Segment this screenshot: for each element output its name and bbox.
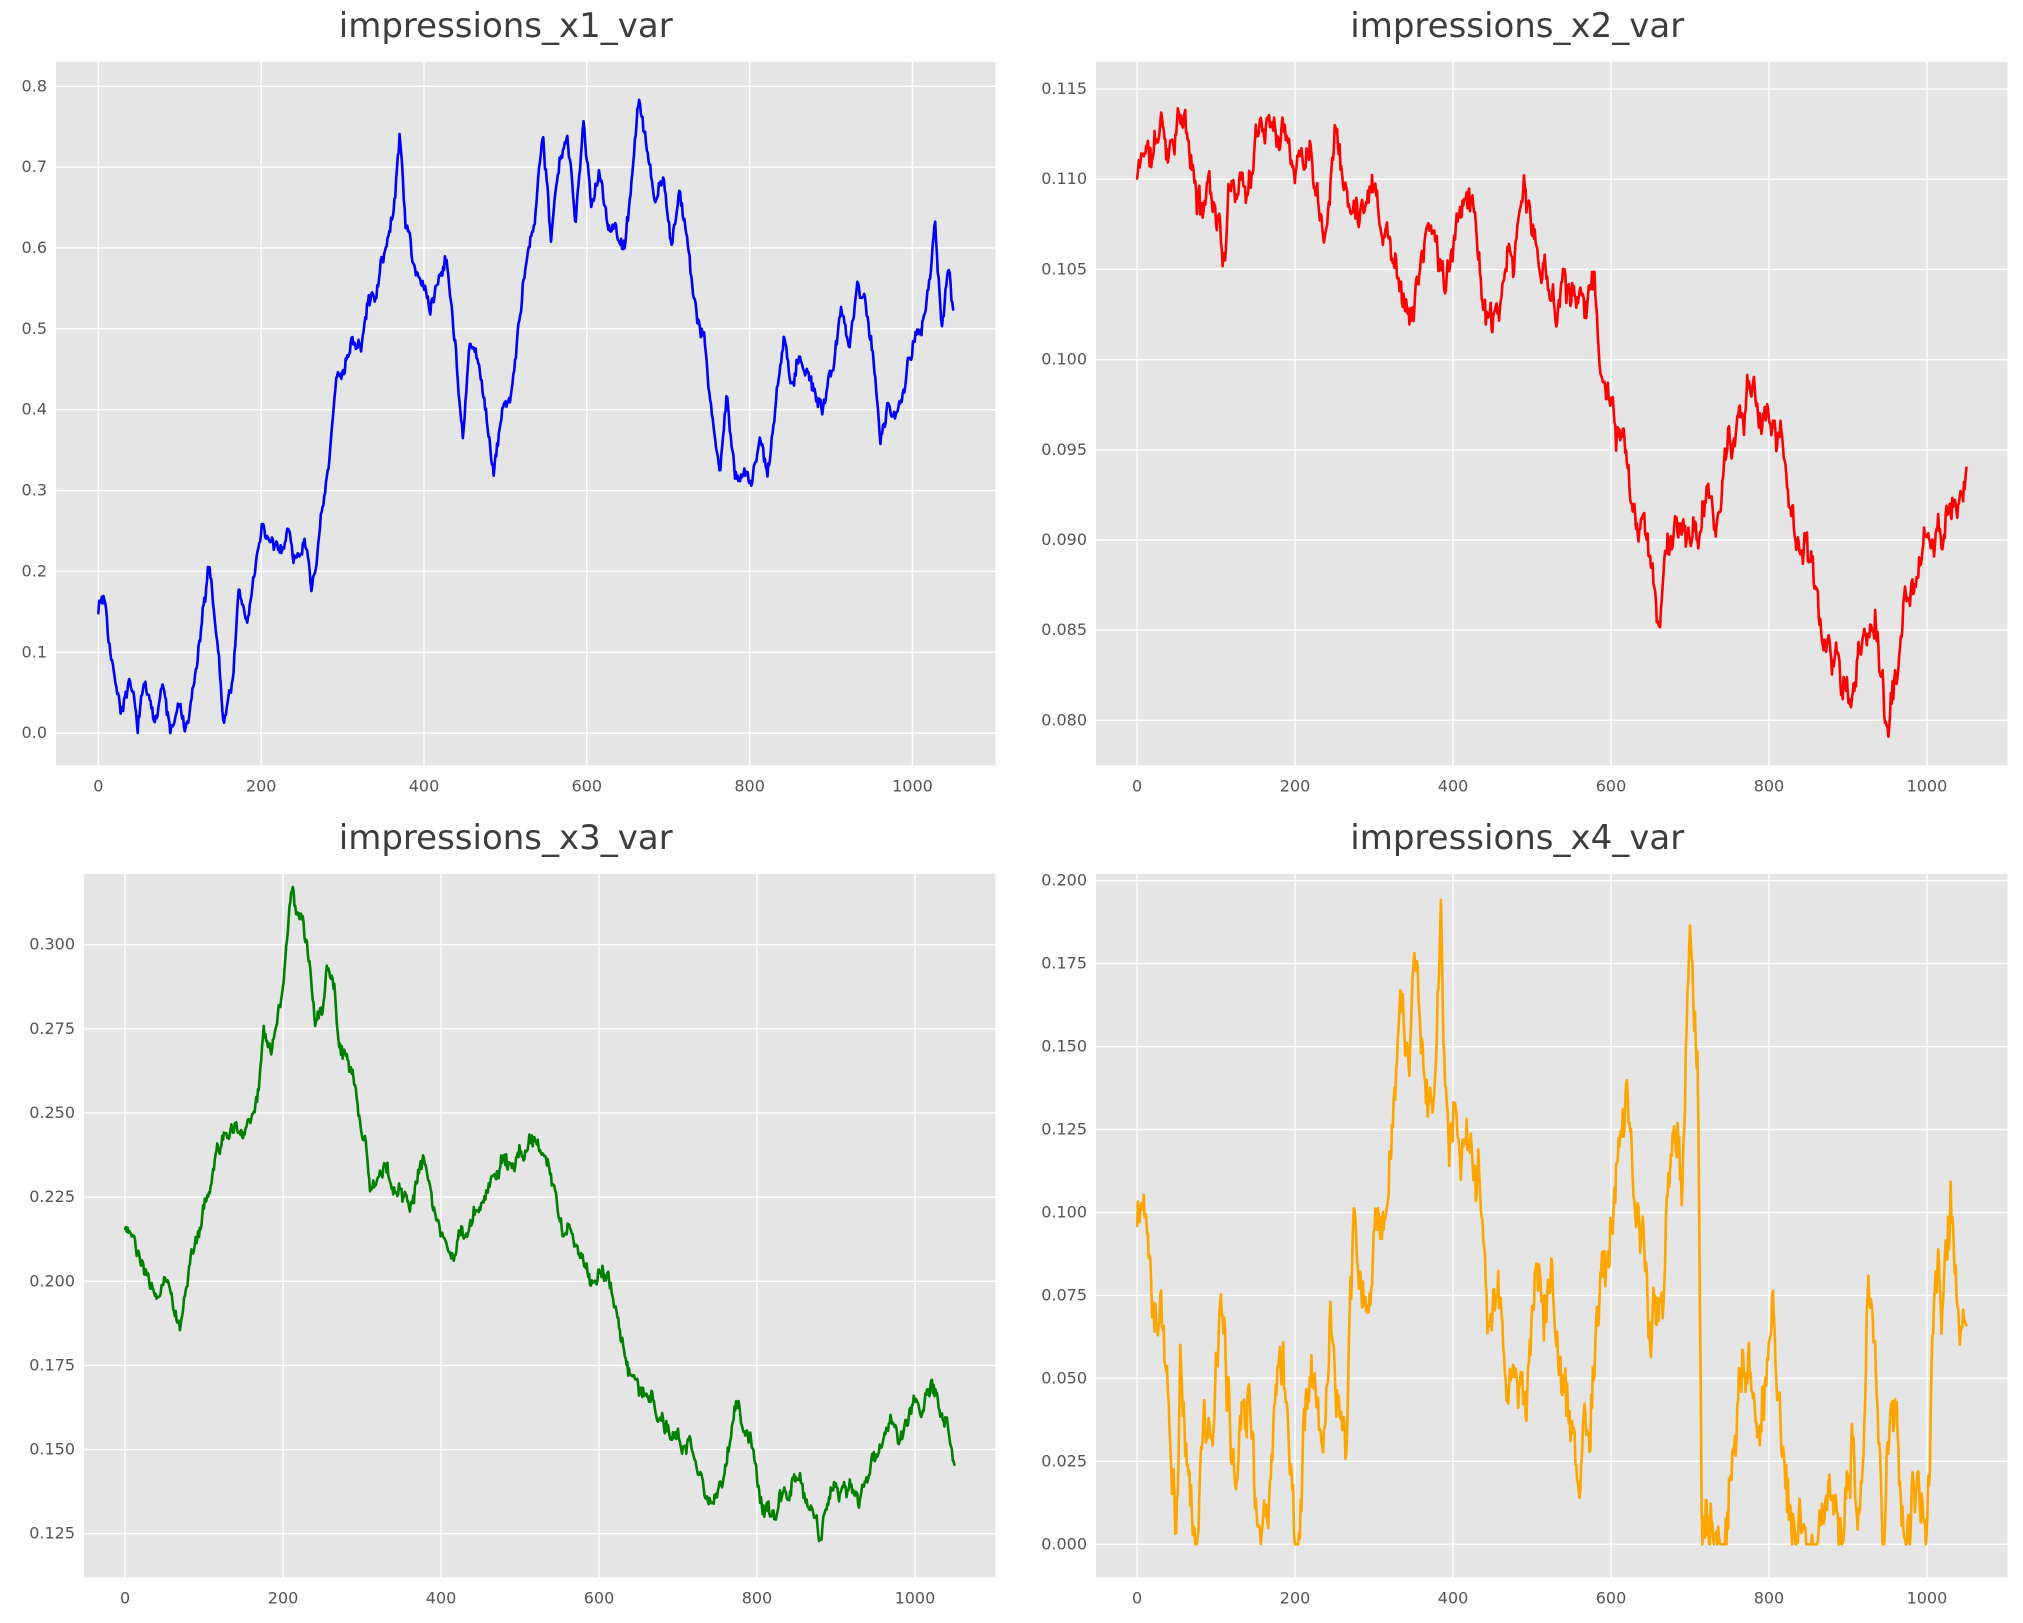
- svg-text:1000: 1000: [892, 776, 933, 795]
- subplot-impressions-x1: impressions_x1_var 0.0 0.1 0.2 0.3 0.4 0.5 0.6…: [0, 0, 1012, 812]
- svg-text:0.105: 0.105: [1041, 259, 1087, 278]
- svg-text:0.3: 0.3: [22, 481, 47, 500]
- svg-text:0.275: 0.275: [29, 1018, 75, 1037]
- svg-text:200: 200: [268, 1588, 299, 1607]
- svg-text:0.2: 0.2: [22, 561, 47, 580]
- svg-text:0.150: 0.150: [29, 1439, 75, 1458]
- svg-text:600: 600: [1595, 776, 1626, 795]
- chart-canvas-x3: 0.125 0.150 0.175 0.200 0.225 0.250 0.275 0.300…: [29, 873, 996, 1607]
- svg-text:400: 400: [409, 776, 440, 795]
- svg-text:800: 800: [734, 776, 765, 795]
- svg-text:800: 800: [1753, 1588, 1784, 1607]
- svg-text:1000: 1000: [1906, 776, 1947, 795]
- subplot-title-x4: impressions_x4_var: [1350, 817, 1685, 858]
- svg-text:1000: 1000: [895, 1588, 936, 1607]
- svg-text:0.5: 0.5: [22, 319, 47, 338]
- svg-text:0.095: 0.095: [1041, 440, 1087, 459]
- svg-text:200: 200: [1279, 776, 1310, 795]
- svg-text:400: 400: [426, 1588, 457, 1607]
- svg-text:0.6: 0.6: [22, 238, 47, 257]
- svg-text:200: 200: [246, 776, 277, 795]
- svg-text:0.090: 0.090: [1041, 530, 1087, 549]
- svg-text:0.100: 0.100: [1041, 350, 1087, 369]
- svg-text:0: 0: [93, 776, 103, 795]
- chart-canvas-x1: 0.0 0.1 0.2 0.3 0.4 0.5 0.6 0.7 0.8 0 200 400 600 800…: [22, 62, 996, 795]
- svg-text:0.115: 0.115: [1041, 79, 1087, 98]
- svg-text:800: 800: [742, 1588, 773, 1607]
- svg-text:0.175: 0.175: [29, 1355, 75, 1374]
- svg-text:600: 600: [572, 776, 603, 795]
- svg-text:0.1: 0.1: [22, 642, 47, 661]
- svg-text:0.225: 0.225: [29, 1187, 75, 1206]
- subplot-impressions-x2: impressions_x2_var 0.080 0.085 0.090 0.095 0…: [1012, 0, 2023, 812]
- svg-text:0.8: 0.8: [22, 76, 47, 95]
- svg-text:0.200: 0.200: [1041, 870, 1087, 889]
- svg-text:400: 400: [1437, 1588, 1468, 1607]
- svg-text:0.200: 0.200: [29, 1271, 75, 1290]
- svg-text:0.7: 0.7: [22, 157, 47, 176]
- svg-text:0.125: 0.125: [29, 1523, 75, 1542]
- chart-canvas-x4: 0.000 0.025 0.050 0.075 0.100 0.125 0.150 0.175…: [1041, 870, 2007, 1607]
- svg-text:0.125: 0.125: [1041, 1119, 1087, 1138]
- svg-text:0.025: 0.025: [1041, 1451, 1087, 1470]
- svg-text:0.0: 0.0: [22, 723, 47, 742]
- svg-text:0.110: 0.110: [1041, 169, 1087, 188]
- svg-text:400: 400: [1437, 776, 1468, 795]
- svg-text:1000: 1000: [1906, 1588, 1947, 1607]
- subplot-impressions-x3: impressions_x3_var 0.125 0.150 0.175 0.200 0…: [0, 812, 1012, 1623]
- svg-text:0.300: 0.300: [29, 934, 75, 953]
- svg-text:0.080: 0.080: [1041, 710, 1087, 729]
- svg-text:0.100: 0.100: [1041, 1202, 1087, 1221]
- subplot-title-x3: impressions_x3_var: [338, 817, 673, 858]
- svg-text:0.175: 0.175: [1041, 953, 1087, 972]
- subplot-title-x2: impressions_x2_var: [1350, 6, 1685, 46]
- svg-text:800: 800: [1753, 776, 1784, 795]
- svg-text:600: 600: [584, 1588, 615, 1607]
- svg-text:0.150: 0.150: [1041, 1036, 1087, 1055]
- svg-text:0.250: 0.250: [29, 1102, 75, 1121]
- svg-text:0.050: 0.050: [1041, 1368, 1087, 1387]
- svg-text:0: 0: [120, 1588, 130, 1607]
- subplot-impressions-x4: impressions_x4_var 0.000 0.025 0.050 0.075 0…: [1012, 812, 2023, 1623]
- svg-text:0.075: 0.075: [1041, 1285, 1087, 1304]
- svg-text:0: 0: [1132, 1588, 1142, 1607]
- svg-text:0: 0: [1132, 776, 1142, 795]
- chart-canvas-x2: 0.080 0.085 0.090 0.095 0.100 0.105 0.110 0.115…: [1041, 62, 2007, 795]
- svg-text:0.085: 0.085: [1041, 620, 1087, 639]
- svg-text:0.4: 0.4: [22, 400, 47, 419]
- subplot-title-x1: impressions_x1_var: [338, 6, 673, 46]
- svg-text:600: 600: [1595, 1588, 1626, 1607]
- svg-text:200: 200: [1279, 1588, 1310, 1607]
- svg-text:0.000: 0.000: [1041, 1534, 1087, 1553]
